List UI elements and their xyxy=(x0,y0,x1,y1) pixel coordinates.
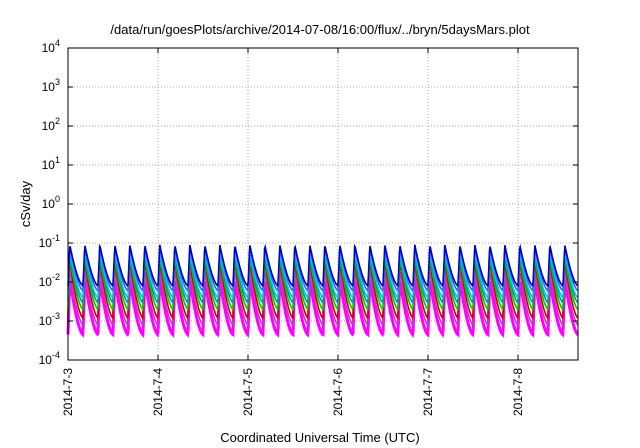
y-tick-label: 10-1 xyxy=(39,233,60,250)
y-tick-label: 10-3 xyxy=(39,311,60,328)
x-axis-label: Coordinated Universal Time (UTC) xyxy=(220,430,420,445)
x-tick-label: 2014-7-7 xyxy=(421,368,435,416)
y-tick-label: 101 xyxy=(42,155,60,172)
x-tick-label: 2014-7-5 xyxy=(241,368,255,416)
x-tick-label: 2014-7-6 xyxy=(331,368,345,416)
y-axis-label: cSv/day xyxy=(18,180,33,227)
x-ticks: 2014-7-3 2014-7-4 2014-7-5 2014-7-6 2014-7-7… xyxy=(61,48,525,416)
series-line-2 xyxy=(67,260,579,320)
y-tick-label: 10-2 xyxy=(39,272,60,289)
chart-title: /data/run/goesPlots/archive/2014-07-08/1… xyxy=(110,22,530,37)
y-tick-label: 104 xyxy=(42,38,60,55)
x-tick-label: 2014-7-8 xyxy=(511,368,525,416)
y-tick-label: 10-4 xyxy=(39,350,60,367)
series-line-5 xyxy=(67,249,579,300)
y-ticks: 10-4 10-3 10-2 10-1 100 101 102 103 104 xyxy=(39,38,578,367)
x-tick-label: 2014-7-3 xyxy=(61,368,75,416)
series-line-0 xyxy=(66,276,579,339)
series-line-3 xyxy=(67,256,579,312)
y-tick-label: 103 xyxy=(42,77,60,94)
series-line-7 xyxy=(67,243,579,288)
series-line-1 xyxy=(67,270,579,327)
y-tick-label: 102 xyxy=(42,116,60,133)
y-tick-label: 100 xyxy=(42,194,60,211)
x-tick-label: 2014-7-4 xyxy=(151,368,165,416)
series-group xyxy=(66,243,579,339)
